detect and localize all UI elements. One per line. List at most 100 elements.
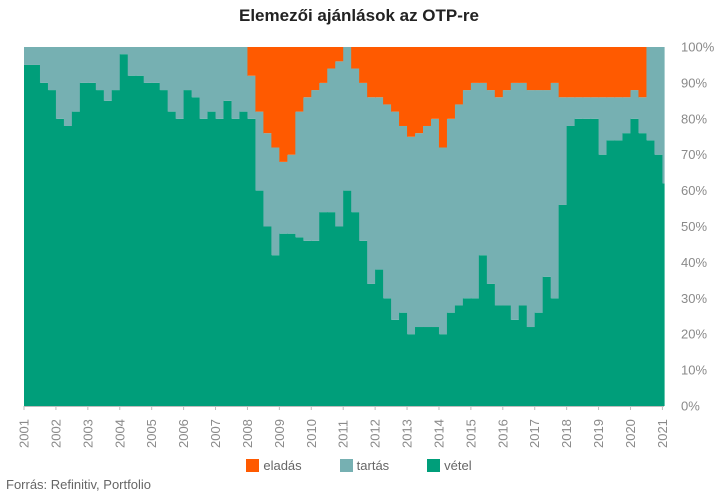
area-segment-tartas	[399, 125, 408, 313]
x-tick-label: 2017	[527, 419, 542, 448]
area-segment-tartas	[502, 90, 512, 306]
area-segment-vetel	[167, 111, 177, 407]
area-segment-tartas	[24, 47, 41, 65]
area-segment-vetel	[430, 327, 440, 406]
area-segment-vetel	[375, 269, 384, 406]
area-segment-tartas	[143, 47, 153, 83]
area-segment-eladas	[271, 47, 280, 148]
area-segment-vetel	[135, 75, 145, 406]
area-segment-vetel	[654, 154, 664, 406]
area-segment-vetel	[71, 111, 81, 407]
area-segment-tartas	[462, 90, 472, 299]
area-segment-tartas	[590, 97, 600, 119]
area-segment-vetel	[534, 312, 544, 406]
area-segment-vetel	[303, 240, 312, 406]
area-segment-tartas	[375, 97, 384, 270]
area-segment-tartas	[582, 97, 592, 119]
area-segment-tartas	[183, 47, 193, 91]
area-segment-vetel	[582, 118, 592, 407]
area-segment-eladas	[367, 47, 376, 98]
area-segment-vetel	[622, 133, 632, 406]
area-segment-vetel	[79, 82, 89, 407]
area-segment-tartas	[622, 97, 632, 134]
area-segment-tartas	[630, 90, 640, 119]
area-segment-vetel	[87, 82, 97, 407]
x-tick-label: 2006	[176, 419, 191, 448]
legend: eladás tartás vétel	[0, 458, 718, 473]
x-tick-label: 2003	[80, 419, 95, 448]
area-segment-vetel	[510, 319, 520, 406]
area-segment-vetel	[295, 237, 304, 406]
area-segment-vetel	[207, 111, 217, 407]
area-segment-tartas	[454, 104, 464, 306]
area-segment-tartas	[279, 161, 288, 234]
area-segment-tartas	[263, 133, 272, 227]
area-segment-vetel	[351, 212, 360, 406]
area-segment-vetel	[327, 212, 336, 406]
area-segment-vetel	[255, 190, 265, 406]
legend-swatch-tartas	[339, 459, 353, 472]
area-segment-tartas	[407, 136, 416, 335]
legend-item-vetel: vétel	[427, 458, 472, 473]
area-segment-tartas	[367, 97, 376, 284]
area-segment-vetel	[271, 255, 280, 406]
y-tick-label: 90%	[681, 75, 707, 90]
area-segment-eladas	[423, 47, 432, 126]
area-segment-tartas	[103, 47, 113, 101]
area-segment-eladas	[478, 47, 488, 83]
x-tick-label: 2005	[144, 419, 159, 448]
area-segment-vetel	[399, 312, 408, 406]
area-segment-vetel	[127, 75, 137, 406]
area-segment-eladas	[446, 47, 456, 119]
area-segment-tartas	[231, 47, 241, 119]
y-tick-label: 20%	[681, 327, 707, 342]
area-segment-vetel	[24, 64, 41, 406]
area-segment-eladas	[319, 47, 328, 83]
area-segment-vetel	[223, 100, 233, 406]
area-segment-eladas	[375, 47, 384, 98]
area-segment-vetel	[598, 154, 608, 406]
chart-title: Elemezői ajánlások az OTP-re	[239, 6, 479, 25]
area-segment-vetel	[119, 54, 129, 407]
area-segment-eladas	[255, 47, 265, 112]
area-segment-vetel	[574, 118, 584, 407]
area-segment-vetel	[606, 140, 616, 406]
area-segment-eladas	[526, 47, 536, 91]
area-segment-vetel	[55, 118, 65, 407]
legend-item-eladas: eladás	[246, 458, 302, 473]
area-segment-vetel	[111, 90, 121, 406]
area-segment-tartas	[95, 47, 105, 91]
area-segment-tartas	[111, 47, 121, 91]
area-segment-tartas	[470, 82, 480, 299]
area-segment-eladas	[279, 47, 288, 162]
x-tick-label: 2020	[623, 419, 638, 448]
area-segment-vetel	[143, 82, 153, 407]
area-segment-eladas	[383, 47, 392, 105]
area-segment-vetel	[662, 183, 665, 406]
area-segment-tartas	[518, 82, 528, 306]
area-segment-vetel	[454, 305, 464, 406]
legend-label-tartas: tartás	[356, 458, 390, 473]
area-segment-vetel	[215, 118, 225, 407]
area-segment-tartas	[175, 47, 185, 119]
area-segment-vetel	[311, 240, 320, 406]
area-segment-eladas	[630, 47, 640, 91]
area-segment-vetel	[542, 276, 552, 406]
area-segment-vetel	[263, 226, 272, 406]
area-segment-tartas	[207, 47, 217, 112]
area-segment-eladas	[558, 47, 568, 98]
area-segment-vetel	[383, 298, 392, 406]
area-segment-vetel	[183, 90, 193, 406]
area-segment-eladas	[534, 47, 544, 91]
x-tick-label: 2011	[336, 420, 351, 448]
area-segment-tartas	[295, 111, 304, 238]
area-segment-tartas	[335, 61, 344, 227]
legend-swatch-eladas	[246, 459, 260, 472]
area-segment-eladas	[430, 47, 440, 119]
y-tick-label: 50%	[681, 219, 707, 234]
area-segment-vetel	[191, 97, 201, 406]
area-segment-tartas	[510, 82, 520, 320]
area-segment-eladas	[247, 47, 257, 76]
area-segment-tartas	[87, 47, 97, 83]
area-segment-vetel	[502, 305, 512, 406]
